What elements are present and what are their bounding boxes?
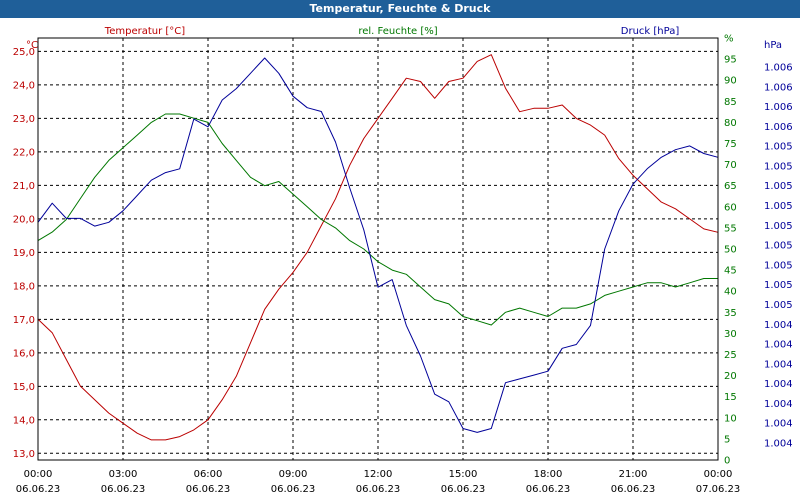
- pressure-tick: 1.005: [764, 201, 793, 212]
- x-tick-time: 15:00: [449, 469, 478, 480]
- humidity-tick: 85: [724, 97, 737, 108]
- plot-border: [37, 37, 719, 461]
- humidity-tick: 30: [724, 329, 737, 340]
- pressure-tick: 1.006: [764, 102, 793, 113]
- x-tick-date: 06.06.23: [441, 484, 486, 495]
- humidity-tick: 10: [724, 413, 737, 424]
- x-tick-date: 06.06.23: [611, 484, 656, 495]
- pressure-tick: 1.005: [764, 260, 793, 271]
- pressure-tick: 1.005: [764, 221, 793, 232]
- temperature-tick: 13,0: [13, 449, 35, 460]
- temperature-unit: °C: [26, 40, 38, 51]
- humidity-tick: 5: [724, 434, 730, 445]
- humidity-tick: 0: [724, 456, 730, 467]
- humidity-tick: 40: [724, 287, 737, 298]
- pressure-tick: 1.005: [764, 241, 793, 252]
- humidity-tick: 20: [724, 371, 737, 382]
- pressure-tick: 1.004: [764, 320, 793, 331]
- temperature-axis-title: Temperatur [°C]: [104, 26, 185, 37]
- temperature-tick: 14,0: [13, 415, 35, 426]
- pressure-tick: 1.005: [764, 280, 793, 291]
- humidity-tick: 55: [724, 223, 737, 234]
- pressure-axis-title: Druck [hPa]: [621, 26, 680, 37]
- humidity-tick: 95: [724, 55, 737, 66]
- x-tick-time: 12:00: [364, 469, 393, 480]
- humidity-tick: 65: [724, 181, 737, 192]
- pressure-tick: 1.004: [764, 399, 793, 410]
- pressure-tick: 1.005: [764, 142, 793, 153]
- series-line-temperature: [37, 54, 719, 441]
- x-tick-time: 00:00: [24, 469, 53, 480]
- axis-labels: 00:00 06.06.23 03:00 06.06.23 06:00 06.06.23 0…: [13, 26, 793, 495]
- pressure-tick: 1.004: [764, 359, 793, 370]
- humidity-tick: 25: [724, 350, 737, 361]
- humidity-tick: 50: [724, 245, 737, 256]
- temperature-tick: 23,0: [13, 114, 35, 125]
- x-tick-time: 21:00: [619, 469, 648, 480]
- pressure-tick: 1.004: [764, 439, 793, 450]
- x-tick-time: 00:00: [704, 469, 733, 480]
- temperature-tick: 15,0: [13, 382, 35, 393]
- pressure-unit: hPa: [764, 40, 782, 51]
- pressure-tick: 1.005: [764, 181, 793, 192]
- temperature-tick: 22,0: [13, 147, 35, 158]
- humidity-tick: 80: [724, 118, 737, 129]
- humidity-tick: 70: [724, 160, 737, 171]
- pressure-tick: 1.006: [764, 63, 793, 74]
- window-title: Temperatur, Feuchte & Druck: [0, 0, 800, 18]
- humidity-tick: 15: [724, 392, 737, 403]
- temperature-tick: 21,0: [13, 181, 35, 192]
- x-tick-date: 06.06.23: [356, 484, 401, 495]
- x-tick-date: 07.06.23: [696, 484, 741, 495]
- pressure-tick: 1.005: [764, 300, 793, 311]
- x-tick-time: 09:00: [279, 469, 308, 480]
- humidity-tick: 45: [724, 266, 737, 277]
- series-line-humidity: [37, 113, 718, 326]
- humidity-tick: 35: [724, 308, 737, 319]
- humidity-tick: 90: [724, 76, 737, 87]
- humidity-tick: 60: [724, 202, 737, 213]
- x-tick-date: 06.06.23: [186, 484, 231, 495]
- x-tick-time: 18:00: [534, 469, 563, 480]
- x-tick-time: 06:00: [194, 469, 223, 480]
- series-line-pressure: [37, 57, 719, 433]
- humidity-tick: %: [724, 34, 734, 45]
- temperature-tick: 18,0: [13, 281, 35, 292]
- temperature-tick: 19,0: [13, 248, 35, 259]
- temperature-tick: 20,0: [13, 214, 35, 225]
- pressure-tick: 1.004: [764, 340, 793, 351]
- x-tick-time: 03:00: [109, 469, 138, 480]
- x-tick-date: 06.06.23: [271, 484, 316, 495]
- x-tick-date: 06.06.23: [16, 484, 61, 495]
- temperature-tick: 16,0: [13, 348, 35, 359]
- series-layer: [37, 54, 719, 441]
- humidity-tick: 75: [724, 139, 737, 150]
- pressure-tick: 1.004: [764, 419, 793, 430]
- pressure-tick: 1.006: [764, 82, 793, 93]
- temperature-tick: 24,0: [13, 80, 35, 91]
- temperature-tick: 17,0: [13, 315, 35, 326]
- x-tick-date: 06.06.23: [101, 484, 146, 495]
- humidity-axis-title: rel. Feuchte [%]: [358, 26, 437, 37]
- grid: [38, 38, 718, 460]
- temperature-tick: 25,0: [13, 47, 35, 58]
- pressure-tick: 1.004: [764, 379, 793, 390]
- pressure-tick: 1.005: [764, 161, 793, 172]
- plot-frame: [37, 37, 719, 461]
- x-tick-date: 06.06.23: [526, 484, 571, 495]
- pressure-tick: 1.006: [764, 122, 793, 133]
